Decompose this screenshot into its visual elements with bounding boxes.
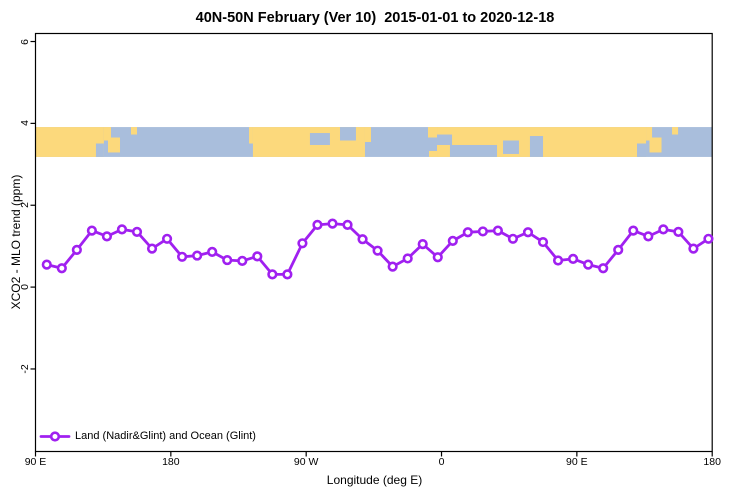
data-point-marker	[86, 225, 97, 236]
data-point-marker	[673, 226, 684, 237]
data-point-marker	[492, 225, 504, 236]
data-point-marker	[267, 269, 278, 280]
data-point-marker	[387, 261, 398, 272]
x-tick-label: 180	[703, 456, 721, 468]
map-strip-water-patch	[340, 127, 356, 141]
data-point-marker	[327, 218, 338, 229]
x-tick-label: 90 E	[566, 456, 588, 468]
data-point-marker	[447, 235, 458, 246]
plot-frame	[34, 32, 713, 453]
x-tick-label: 90 E	[24, 456, 47, 468]
legend-label: Land (Nadir&Glint) and Ocean (Glint)	[75, 430, 256, 442]
map-strip-land-patch	[249, 127, 253, 144]
map-strip-land-patch	[649, 137, 662, 153]
y-axis-label: XCO2 - MLO trend (ppm)	[9, 174, 23, 310]
map-strip-water-patch	[449, 144, 498, 157]
data-point-marker	[131, 226, 143, 237]
data-point-marker	[161, 233, 173, 244]
data-point-marker	[552, 255, 564, 266]
map-strip-water-patch	[637, 143, 647, 157]
map-strip-land-patch	[672, 127, 679, 135]
x-tick-label: 90 W	[293, 456, 319, 468]
data-point-marker	[222, 254, 233, 266]
data-point-marker	[71, 244, 82, 255]
map-strip-land-patch	[130, 127, 138, 135]
y-tick-label: 2	[19, 202, 31, 209]
data-point-marker	[312, 219, 323, 230]
data-point-marker	[237, 255, 248, 267]
legend-marker	[49, 431, 61, 442]
data-point-marker	[41, 259, 52, 270]
data-point-marker	[477, 226, 488, 237]
data-point-marker	[372, 245, 383, 256]
data-point-marker	[297, 238, 308, 249]
x-tick-label: 180	[162, 456, 180, 468]
map-strip-land-patch	[646, 127, 653, 141]
data-point-marker	[462, 227, 473, 238]
x-axis-label: Longitude (deg E)	[326, 473, 423, 487]
data-point-marker	[688, 243, 699, 254]
map-strip-land-patch	[429, 150, 438, 157]
data-point-marker	[207, 246, 218, 258]
data-point-marker	[417, 239, 428, 250]
data-point-marker	[146, 243, 158, 254]
map-strip-water-patch	[95, 143, 104, 157]
y-tick-label: 4	[19, 120, 31, 127]
y-tick-label: 6	[19, 38, 31, 45]
map-strip-land	[35, 127, 104, 157]
data-point-marker	[507, 233, 519, 244]
map-strip-water-patch	[529, 136, 544, 157]
y-tick-label: 0	[19, 284, 31, 291]
data-point-marker	[658, 224, 669, 235]
map-strip-land-patch	[427, 127, 438, 138]
map-strip-land-patch	[364, 127, 371, 143]
map-strip-water-patch	[309, 133, 330, 145]
data-point-marker	[192, 250, 203, 261]
data-point-marker	[703, 233, 714, 244]
data-point-marker	[56, 263, 67, 274]
data-point-marker	[568, 253, 579, 264]
data-point-marker	[402, 253, 413, 264]
data-point-marker	[282, 269, 293, 280]
data-point-marker	[643, 231, 654, 242]
data-point-marker	[252, 251, 263, 262]
map-strip-land-patch	[107, 137, 121, 153]
data-point-marker	[342, 219, 353, 230]
y-tick-label: -2	[19, 364, 31, 374]
map-strip-water-patch	[503, 140, 519, 154]
data-point-marker	[628, 225, 639, 236]
map-strip-water-patch	[437, 134, 453, 145]
data-point-marker	[537, 236, 549, 248]
data-point-marker	[613, 244, 624, 255]
data-point-marker	[101, 231, 113, 242]
data-point-marker	[432, 252, 443, 263]
data-point-marker	[357, 234, 368, 245]
data-point-marker	[522, 227, 534, 238]
data-point-marker	[583, 259, 594, 270]
map-strip-land-patch	[103, 127, 111, 141]
data-point-marker	[598, 263, 609, 274]
chart-title: 40N-50N February (Ver 10) 2015-01-01 to …	[195, 10, 555, 26]
data-point-marker	[177, 251, 188, 262]
x-tick-label: 0	[438, 456, 445, 468]
data-point-marker	[116, 224, 128, 235]
